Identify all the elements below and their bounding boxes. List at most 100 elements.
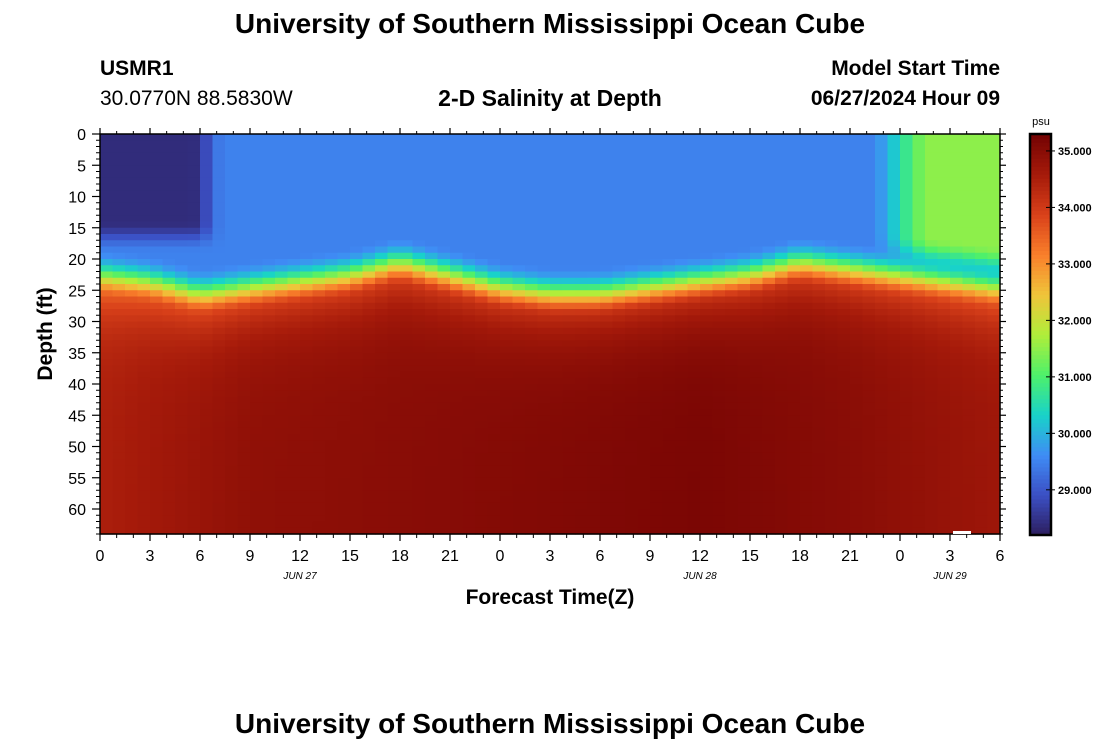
heatmap-cell (950, 246, 964, 254)
heatmap-cell (562, 434, 576, 441)
heatmap-cell (575, 484, 589, 491)
heatmap-cell (762, 221, 776, 229)
heatmap-cell (350, 309, 364, 316)
heatmap-cell (537, 434, 551, 441)
heatmap-cell (375, 334, 389, 341)
heatmap-cell (437, 277, 451, 285)
heatmap-cell (262, 409, 276, 416)
heatmap-cell (612, 140, 626, 148)
heatmap-cell (100, 177, 114, 185)
heatmap-cell (962, 434, 976, 441)
heatmap-cell (612, 321, 626, 329)
heatmap-cell (837, 521, 851, 529)
heatmap-cell (237, 409, 251, 416)
heatmap-cell (887, 490, 901, 498)
heatmap-cell (725, 221, 739, 229)
heatmap-cell (625, 521, 639, 529)
heatmap-cell (762, 409, 776, 416)
heatmap-cell (225, 215, 239, 223)
heatmap-cell (662, 402, 676, 410)
heatmap-cell (850, 271, 864, 279)
heatmap-cell (737, 152, 751, 160)
heatmap-cell (712, 190, 726, 198)
heatmap-cell (875, 440, 889, 448)
heatmap-cell (725, 252, 739, 260)
heatmap-cell (200, 240, 214, 248)
heatmap-cell (162, 171, 176, 179)
heatmap-cell (775, 227, 789, 235)
heatmap-cell (887, 302, 901, 310)
heatmap-cell (700, 484, 714, 491)
heatmap-cell (837, 452, 851, 460)
heatmap-cell (862, 384, 876, 391)
heatmap-cell (450, 384, 464, 391)
heatmap-cell (487, 134, 501, 141)
heatmap-cell (100, 202, 114, 210)
heatmap-cell (175, 252, 189, 260)
heatmap-cell (250, 321, 264, 329)
heatmap-cell (125, 252, 139, 260)
heatmap-cell (500, 490, 514, 498)
heatmap-cell (600, 290, 614, 298)
heatmap-cell (800, 509, 814, 516)
heatmap-cell (312, 209, 326, 216)
heatmap-cell (537, 371, 551, 379)
heatmap-cell (712, 277, 726, 285)
heatmap-cell (837, 184, 851, 191)
heatmap-cell (425, 502, 439, 510)
heatmap-cell (650, 252, 664, 260)
heatmap-cell (725, 196, 739, 204)
heatmap-cell (412, 240, 426, 248)
heatmap-cell (450, 259, 464, 266)
heatmap-cell (787, 346, 801, 354)
heatmap-cell (325, 434, 339, 441)
colorbar-segment (1030, 254, 1051, 259)
heatmap-cell (387, 240, 401, 248)
heatmap-cell (700, 265, 714, 273)
heatmap-cell (450, 515, 464, 523)
heatmap-cell (750, 434, 764, 441)
heatmap-cell (325, 259, 339, 266)
heatmap-cell (437, 471, 451, 479)
heatmap-cell (187, 259, 201, 266)
heatmap-cell (975, 284, 989, 291)
heatmap-cell (825, 509, 839, 516)
heatmap-cell (487, 146, 501, 154)
heatmap-cell (387, 252, 401, 260)
heatmap-cell (437, 446, 451, 454)
heatmap-cell (800, 265, 814, 273)
heatmap-cell (825, 371, 839, 379)
heatmap-cell (675, 471, 689, 479)
heatmap-cell (250, 140, 264, 148)
heatmap-cell (775, 159, 789, 166)
heatmap-cell (725, 477, 739, 485)
colorbar-segment (1030, 466, 1051, 472)
heatmap-cell (750, 146, 764, 154)
heatmap-cell (450, 465, 464, 473)
colorbar-segment (1030, 514, 1051, 520)
heatmap-cell (837, 334, 851, 341)
heatmap-cell (100, 415, 114, 423)
heatmap-cell (587, 284, 601, 291)
heatmap-cell (462, 415, 476, 423)
heatmap-cell (687, 240, 701, 248)
heatmap-cell (162, 315, 176, 323)
heatmap-cell (237, 390, 251, 398)
heatmap-cell (287, 515, 301, 523)
heatmap-cell (162, 134, 176, 141)
heatmap-cell (975, 334, 989, 341)
heatmap-cell (137, 446, 151, 454)
heatmap-cell (225, 171, 239, 179)
heatmap-cell (125, 196, 139, 204)
heatmap-cell (537, 409, 551, 416)
heatmap-cell (587, 477, 601, 485)
heatmap-cell (775, 265, 789, 273)
heatmap-cell (475, 402, 489, 410)
heatmap-cell (475, 184, 489, 191)
heatmap-cell (700, 134, 714, 141)
heatmap-cell (537, 496, 551, 504)
heatmap-cell (837, 177, 851, 185)
heatmap-cell (362, 334, 376, 341)
heatmap-cell (512, 309, 526, 316)
heatmap-cell (937, 327, 951, 335)
